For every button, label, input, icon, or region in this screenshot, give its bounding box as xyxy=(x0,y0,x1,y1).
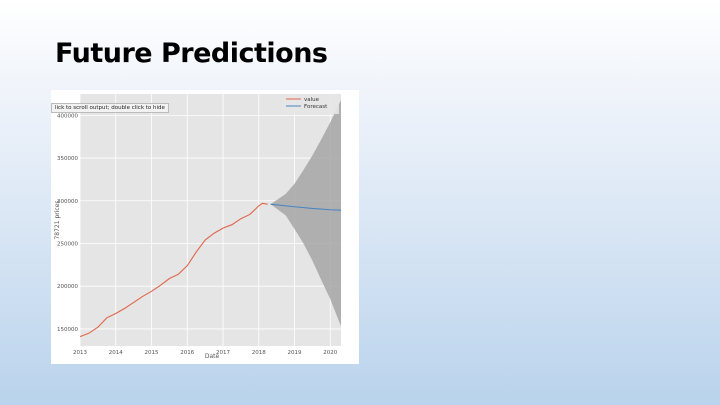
y-ticks: 150000 200000 250000 300000 350000 400000 xyxy=(57,113,78,333)
forecast-chart: 2013 2014 2015 2016 2017 2018 2019 2020 150000 2… xyxy=(54,94,342,360)
y-tick-label: 300000 xyxy=(57,199,78,205)
x-tick-label: 2020 xyxy=(323,350,337,356)
x-axis-label: Date xyxy=(205,353,220,360)
x-tick-label: 2018 xyxy=(252,350,266,356)
x-tick-label: 2017 xyxy=(216,350,230,356)
y-tick-label: 350000 xyxy=(57,156,78,162)
y-axis-label: 78721 prices xyxy=(54,200,61,239)
x-tick-label: 2019 xyxy=(288,350,302,356)
y-tick-label: 200000 xyxy=(57,284,78,290)
forecast-confidence-band xyxy=(270,99,341,327)
legend: value Forecast xyxy=(281,94,339,114)
x-tick-label: 2014 xyxy=(109,350,123,356)
output-scroll-tooltip[interactable]: lick to scroll output; double click to h… xyxy=(51,103,169,113)
y-tick-label: 250000 xyxy=(57,241,78,247)
series-line-value xyxy=(79,202,268,338)
x-tick-label: 2013 xyxy=(73,350,87,356)
y-tick-label: 150000 xyxy=(57,327,78,333)
x-tick-label: 2015 xyxy=(145,350,159,356)
slide-title: Future Predictions xyxy=(55,38,328,69)
series-lines xyxy=(79,202,342,338)
legend-label-value: value xyxy=(304,97,320,103)
x-tick-label: 2016 xyxy=(180,350,194,356)
x-ticks: 2013 2014 2015 2016 2017 2018 2019 2020 xyxy=(73,350,338,356)
y-tick-label: 400000 xyxy=(57,113,78,119)
legend-label-forecast: Forecast xyxy=(304,104,328,110)
confidence-band xyxy=(270,99,341,327)
series-line-forecast xyxy=(270,203,342,211)
notebook-output-frame[interactable]: 2013 2014 2015 2016 2017 2018 2019 2020 150000 2… xyxy=(51,90,359,364)
